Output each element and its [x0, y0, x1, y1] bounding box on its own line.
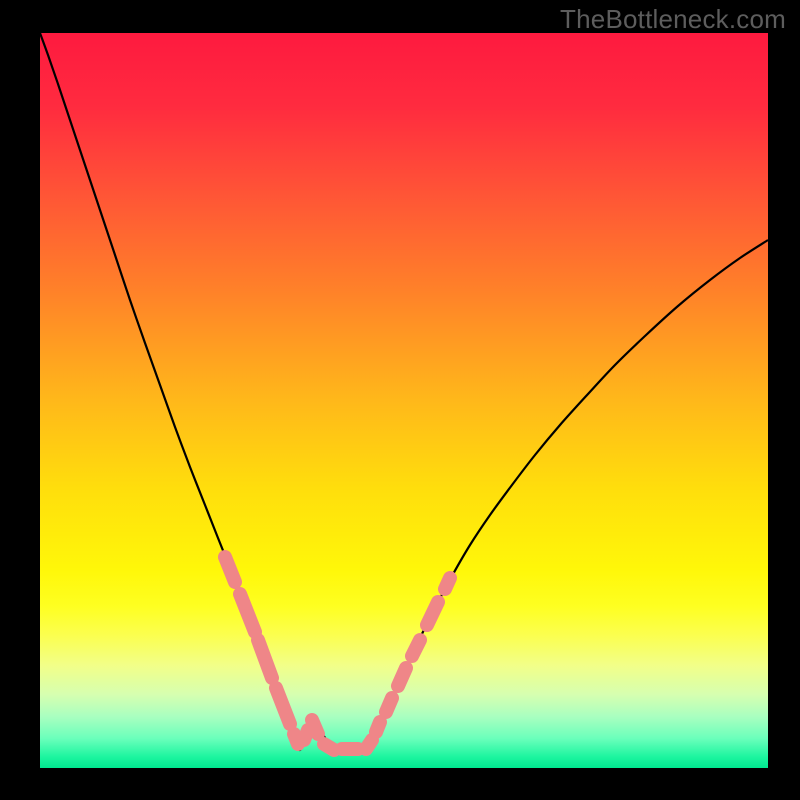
- highlight-dash: [412, 640, 420, 656]
- highlight-dash: [258, 640, 272, 678]
- watermark-label: TheBottleneck.com: [560, 4, 786, 35]
- curve-layer: [0, 0, 800, 800]
- highlight-dash: [240, 594, 255, 632]
- highlight-dash: [445, 578, 450, 589]
- chart-root: TheBottleneck.com: [0, 0, 800, 800]
- highlight-dash: [324, 744, 334, 750]
- highlight-dash: [427, 602, 438, 625]
- highlight-dash: [398, 668, 406, 686]
- bottleneck-curve: [40, 33, 768, 751]
- highlight-dash: [276, 688, 290, 724]
- highlight-dash: [386, 698, 392, 712]
- highlight-dashes: [225, 557, 450, 750]
- highlight-dash: [312, 720, 318, 734]
- highlight-dash: [304, 730, 308, 740]
- highlight-dash: [366, 740, 372, 749]
- highlight-dash: [376, 722, 380, 732]
- highlight-dash: [225, 557, 235, 582]
